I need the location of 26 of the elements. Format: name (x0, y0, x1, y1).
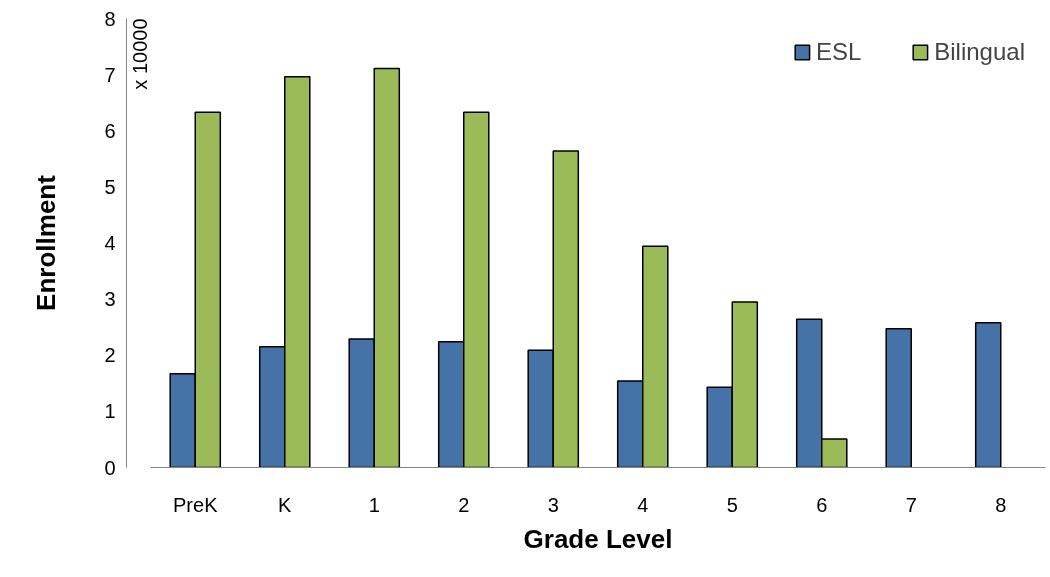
y-tick-label: 8 (104, 7, 116, 30)
x-tick-label: 3 (547, 493, 559, 516)
x-tick-label: 8 (995, 493, 1007, 516)
x-tick-label: K (278, 493, 293, 516)
y-tick-label: 4 (104, 232, 116, 254)
x-tick-label: 7 (905, 493, 917, 516)
y-tick-label: 2 (104, 344, 116, 367)
y-tick-label: 1 (104, 400, 116, 423)
y-tick-label: 6 (104, 119, 116, 142)
y-tick-label: 0 (104, 456, 116, 479)
bar (885, 328, 912, 468)
y-tick-label: 3 (104, 288, 116, 311)
bar (974, 321, 1002, 468)
x-tick-label: 4 (637, 493, 649, 516)
annotation: x 10000 (128, 18, 151, 90)
x-tick-label: 2 (458, 493, 470, 516)
x-tick-label: PreK (173, 493, 219, 516)
y-tick-label: 7 (104, 63, 116, 86)
x-tick-label: 6 (816, 493, 828, 516)
legend-label: Bilingual (934, 38, 1025, 66)
legend-label: ESL (815, 38, 862, 66)
x-axis-title: Grade Level (523, 523, 673, 554)
x-tick-label: 5 (726, 493, 738, 516)
y-axis-title: Enrollment (31, 174, 62, 311)
y-tick-label: 5 (104, 175, 116, 198)
x-tick-label: 1 (368, 493, 380, 516)
